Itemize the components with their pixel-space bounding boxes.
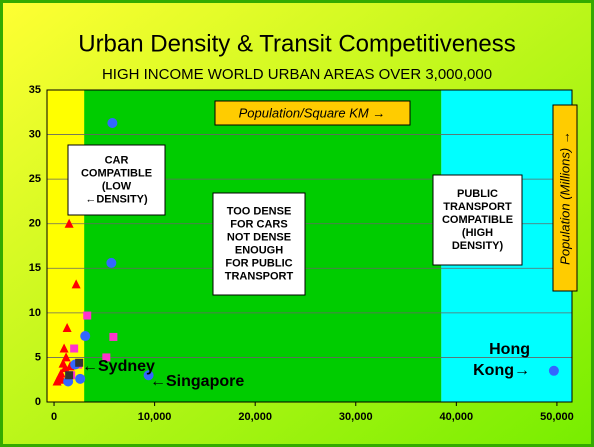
y-tick-label: 25 bbox=[29, 173, 41, 185]
point bbox=[80, 331, 91, 342]
zone-label-box bbox=[67, 144, 166, 216]
x-tick-label: 50,000 bbox=[540, 411, 574, 423]
zone-label: (LOW bbox=[102, 180, 132, 192]
zone-label: COMPATIBLE bbox=[81, 167, 152, 179]
y-tick-label: 5 bbox=[35, 351, 41, 363]
point bbox=[83, 311, 92, 320]
point bbox=[75, 373, 86, 384]
x-tick-label: 40,000 bbox=[440, 411, 474, 423]
point bbox=[107, 117, 118, 128]
y-tick-label: 35 bbox=[29, 84, 41, 96]
x-tick-label: 30,000 bbox=[339, 411, 373, 423]
point bbox=[70, 344, 79, 353]
zone-label: PUBLIC bbox=[457, 188, 498, 200]
zone-label: ENOUGH bbox=[235, 244, 283, 256]
chart-title: Urban Density & Transit Competitiveness bbox=[78, 30, 516, 57]
annotation: Kong→ bbox=[473, 362, 530, 379]
point bbox=[75, 358, 84, 367]
zone-label: TRANSPORT bbox=[443, 201, 512, 213]
x-tick-label: 10,000 bbox=[138, 411, 172, 423]
zone-label: DENSITY) bbox=[452, 240, 504, 252]
zone-label: FOR CARS bbox=[230, 218, 287, 230]
point bbox=[71, 279, 81, 289]
x-tick-label: 0 bbox=[51, 411, 57, 423]
y-axis-label: Population (Millions) → bbox=[557, 131, 572, 265]
annotation: Hong bbox=[489, 341, 530, 358]
zone-label: FOR PUBLIC bbox=[225, 257, 292, 269]
y-tick-label: 20 bbox=[29, 218, 41, 230]
annotation: ←Singapore bbox=[150, 373, 244, 390]
x-axis-label: Population/Square KM → bbox=[239, 105, 386, 120]
point bbox=[109, 332, 118, 341]
point bbox=[106, 257, 117, 268]
y-tick-label: 30 bbox=[29, 128, 41, 140]
x-label-box bbox=[214, 100, 411, 126]
point bbox=[102, 353, 111, 362]
point bbox=[548, 365, 559, 376]
y-label-box bbox=[552, 104, 578, 292]
point bbox=[64, 218, 74, 228]
point bbox=[62, 323, 72, 333]
x-tick-label: 20,000 bbox=[238, 411, 272, 423]
chart-subtitle: HIGH INCOME WORLD URBAN AREAS OVER 3,000… bbox=[102, 66, 492, 83]
annotation: ←Sydney bbox=[82, 358, 155, 375]
point bbox=[143, 370, 154, 381]
zone-label: TOO DENSE bbox=[227, 205, 292, 217]
y-tick-label: 10 bbox=[29, 307, 41, 319]
zone-label: (HIGH bbox=[462, 227, 493, 239]
y-tick-label: 0 bbox=[35, 396, 41, 408]
zone-label: CAR bbox=[105, 154, 129, 166]
zone-label: NOT DENSE bbox=[227, 231, 291, 243]
zone-label: COMPATIBLE bbox=[442, 214, 513, 226]
point bbox=[59, 343, 69, 353]
point bbox=[65, 371, 74, 380]
point bbox=[61, 352, 71, 362]
zone-label-box bbox=[432, 174, 523, 266]
y-tick-label: 15 bbox=[29, 262, 41, 274]
zone-label-box bbox=[212, 192, 306, 296]
zone-label: TRANSPORT bbox=[225, 270, 294, 282]
zone-label: ←DENSITY) bbox=[85, 193, 148, 205]
